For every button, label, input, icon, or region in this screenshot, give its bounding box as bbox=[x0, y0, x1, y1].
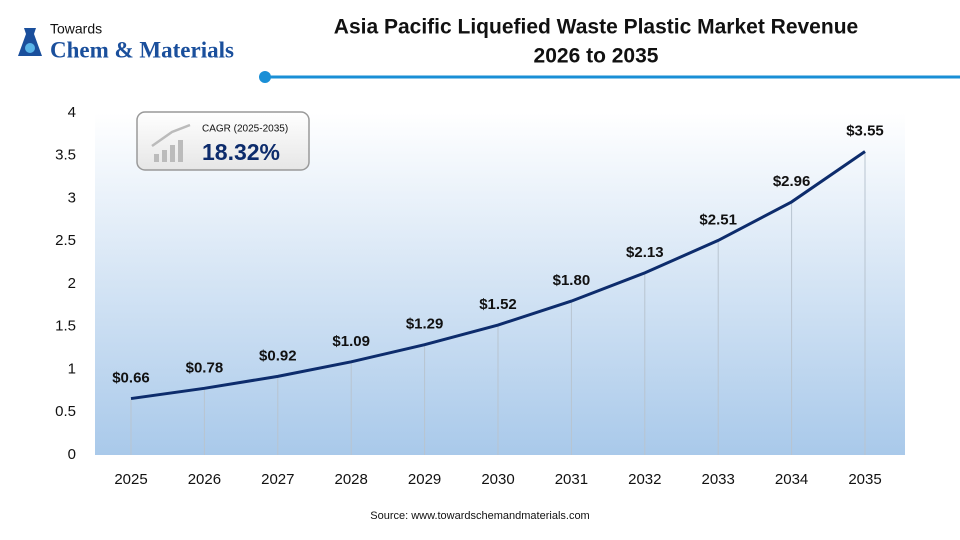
x-tick-label: 2026 bbox=[188, 471, 221, 488]
cagr-label: CAGR (2025-2035) bbox=[202, 124, 288, 135]
x-tick-label: 2035 bbox=[848, 471, 881, 488]
x-tick-label: 2029 bbox=[408, 471, 441, 488]
value-label: $1.52 bbox=[479, 296, 517, 313]
x-tick-label: 2032 bbox=[628, 471, 661, 488]
value-label: $1.09 bbox=[332, 333, 370, 350]
source: Source: www.towardschemandmaterials.com bbox=[370, 510, 589, 522]
cagr-box: CAGR (2025-2035) 18.32% bbox=[136, 111, 310, 171]
logo-text: Chem & Materials bbox=[50, 37, 234, 62]
chart-title: 2026 to 2035 bbox=[534, 45, 659, 68]
y-tick-label: 2 bbox=[68, 275, 76, 292]
value-label: $2.96 bbox=[773, 173, 811, 190]
cagr-value: 18.32% bbox=[202, 139, 280, 165]
x-tick-label: 2025 bbox=[114, 471, 147, 488]
x-tick-label: 2031 bbox=[555, 471, 588, 488]
value-label: $1.29 bbox=[406, 316, 444, 333]
value-label: $0.66 bbox=[112, 370, 150, 387]
chart-title: Asia Pacific Liquefied Waste Plastic Mar… bbox=[334, 16, 858, 39]
y-tick-label: 1.5 bbox=[55, 318, 76, 335]
x-tick-label: 2028 bbox=[335, 471, 368, 488]
x-tick-label: 2034 bbox=[775, 471, 808, 488]
line-series bbox=[130, 150, 866, 401]
value-label: $2.13 bbox=[626, 244, 664, 261]
value-label: $2.51 bbox=[699, 211, 737, 228]
x-tick-label: 2027 bbox=[261, 471, 294, 488]
value-label: $0.78 bbox=[186, 359, 224, 376]
value-label: $0.92 bbox=[259, 347, 297, 364]
header-dot bbox=[259, 71, 271, 83]
x-tick-label: 2033 bbox=[702, 471, 735, 488]
y-tick-label: 4 bbox=[68, 104, 76, 121]
y-tick-label: 1 bbox=[68, 360, 76, 377]
y-tick-label: 0 bbox=[68, 446, 76, 463]
y-tick-label: 3 bbox=[68, 189, 76, 206]
logo: Towards Chem & Materials bbox=[18, 21, 234, 62]
y-tick-label: 0.5 bbox=[55, 403, 76, 420]
value-label: $1.80 bbox=[553, 272, 591, 289]
logo-text: Towards bbox=[50, 21, 102, 37]
x-tick-label: 2030 bbox=[481, 471, 514, 488]
value-label: $3.55 bbox=[846, 122, 884, 139]
y-tick-label: 3.5 bbox=[55, 147, 76, 164]
y-tick-label: 2.5 bbox=[55, 232, 76, 249]
